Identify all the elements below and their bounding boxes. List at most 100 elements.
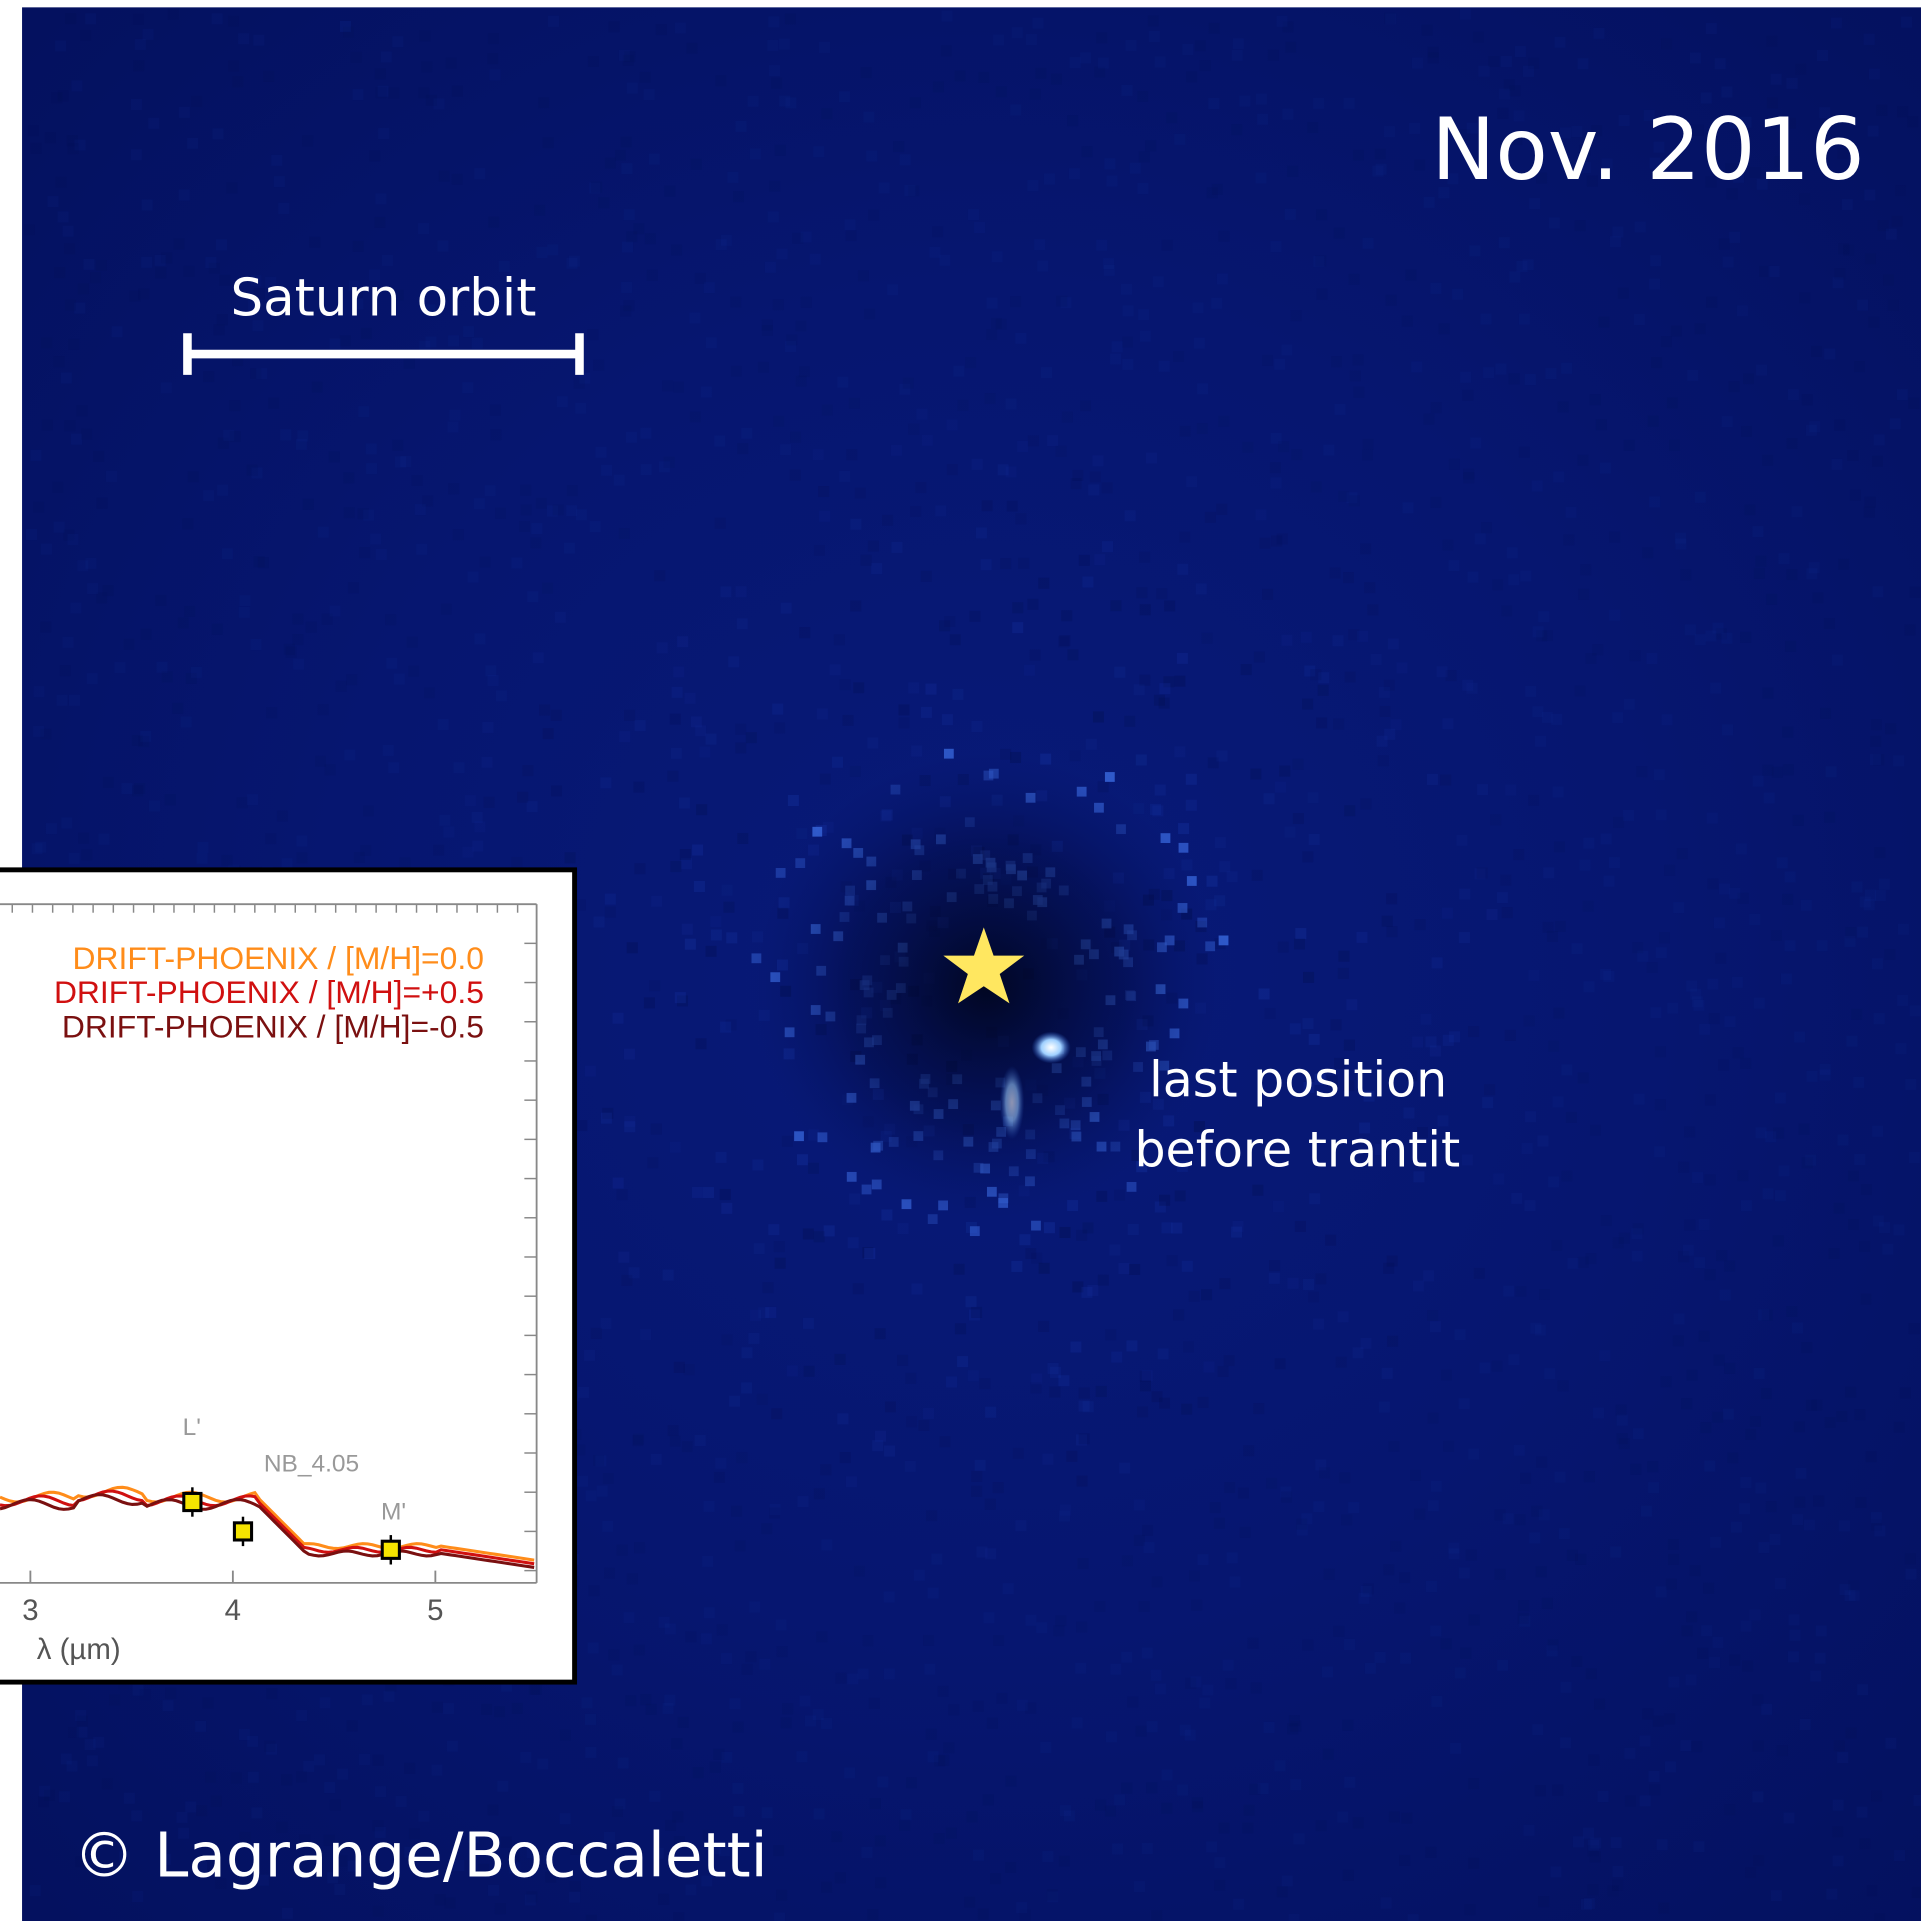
speckle [1817,940,1828,951]
speckle [209,263,220,274]
speckle [1038,578,1049,589]
speckle [901,1809,912,1820]
speckle [776,248,787,259]
speckle [704,1607,715,1618]
speckle [957,400,968,411]
speckle [412,475,423,486]
speckle [1515,46,1526,57]
speckle [1139,552,1150,563]
speckle [1895,185,1906,196]
speckle [1459,1568,1470,1579]
legend-entry: DRIFT-PHOENIX / [M/H]=-0.5 [62,1009,484,1045]
speckle [1302,1018,1313,1029]
speckle [69,853,80,864]
speckle [1225,1678,1236,1689]
speckle [1348,274,1359,285]
speckle [1311,481,1322,492]
speckle [330,339,341,350]
speckle [373,1906,384,1917]
speckle [1134,1535,1145,1546]
speckle [1740,1477,1751,1488]
speckle [767,40,778,51]
speckle [1758,1542,1769,1553]
speckle [424,687,435,698]
speckle [1701,1625,1712,1636]
speckle [141,629,152,640]
speckle [1302,1640,1313,1651]
speckle [87,1755,98,1766]
speckle [603,1473,614,1484]
speckle [771,1408,782,1419]
speckle [1037,261,1048,272]
speckle [1383,1564,1394,1575]
speckle [1786,1306,1797,1317]
speckle [172,703,183,714]
speckle [296,836,307,847]
speckle [496,690,507,701]
speckle [948,1704,959,1715]
speckle [821,108,832,119]
speckle [1136,587,1147,598]
speckle [1779,1165,1790,1176]
speckle [1096,1191,1107,1202]
speckle [1686,1611,1697,1622]
speckle [64,420,75,431]
speckle [1600,463,1611,474]
speckle [899,1820,910,1831]
speckle [729,1396,740,1407]
speckle [1616,1405,1627,1416]
speckle [1664,865,1675,876]
speckle [1363,439,1374,450]
speckle [946,1376,957,1387]
speckle [996,1693,1007,1704]
speckle [1473,32,1484,43]
speckle [971,721,982,732]
speckle [1532,706,1543,717]
speckle [1583,981,1594,992]
speckle [1594,1699,1605,1710]
speckle [1430,283,1441,294]
speckle [776,1890,787,1901]
speckle [422,495,433,506]
speckle [821,1882,832,1893]
speckle [1159,1195,1170,1206]
speckle [850,766,861,777]
speckle [163,1700,174,1711]
speckle [684,1364,695,1375]
speckle [619,731,630,742]
speckle [1775,1190,1786,1201]
speckle [1630,1464,1641,1475]
speckle [742,1664,753,1675]
speckle [274,176,285,187]
speckle [239,607,250,618]
speckle [1333,719,1344,730]
speckle [448,483,459,494]
speckle [425,337,436,348]
speckle [481,1704,492,1715]
speckle [1200,60,1211,71]
speckle [1291,449,1302,460]
speckle [33,502,44,513]
speckle [1794,1421,1805,1432]
speckle [684,693,695,704]
speckle [1059,1227,1070,1238]
speckle [239,595,250,606]
speckle [1584,1471,1595,1482]
speckle [1609,532,1620,543]
speckle [622,241,633,252]
speckle [1420,1014,1431,1025]
speckle [1394,1603,1405,1614]
speckle [1186,800,1197,811]
speckle [647,270,658,281]
speckle [651,896,662,907]
speckle [1092,455,1103,466]
speckle [695,1435,706,1446]
speckle [1175,1190,1186,1201]
speckle [849,1194,860,1205]
speckle [1066,1451,1077,1462]
speckle [195,1721,206,1732]
speckle [1768,266,1779,277]
speckle [1088,484,1099,495]
speckle [1868,126,1879,137]
speckle [1642,1708,1653,1719]
